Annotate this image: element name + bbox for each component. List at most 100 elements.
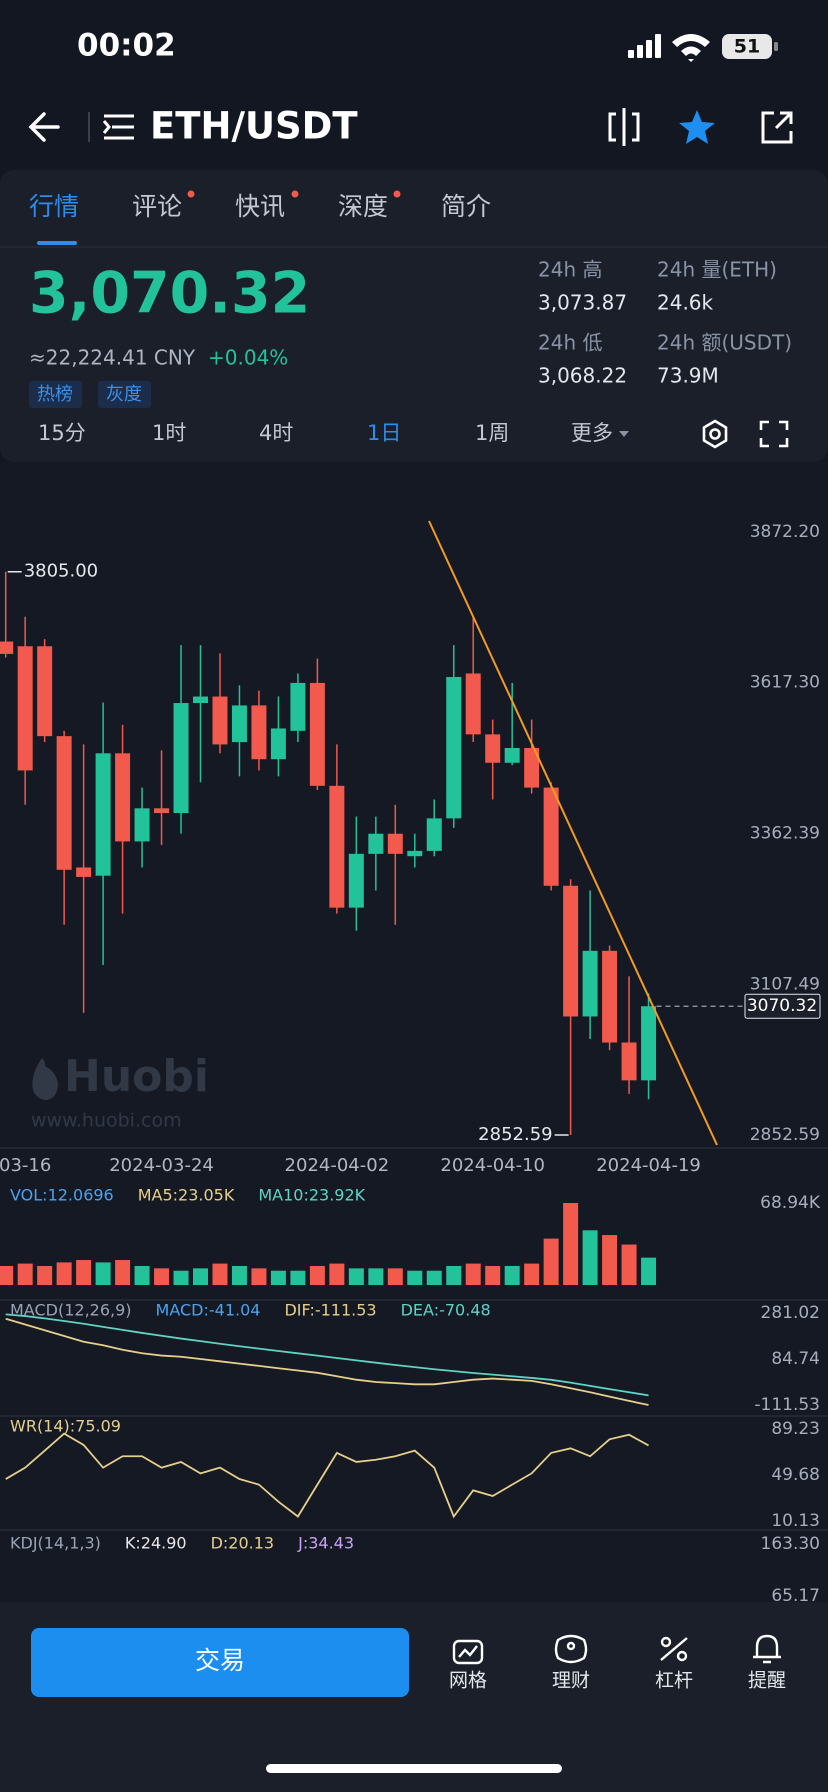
stat-value: 3,068.22 <box>538 364 627 388</box>
nav-item[interactable]: 理财 <box>552 1670 590 1692</box>
candle-body <box>56 736 72 870</box>
stat-value: 24.6k <box>657 291 714 315</box>
chart-area <box>0 462 828 1602</box>
volume-bar <box>602 1235 618 1285</box>
indicator-label: DIF:-111.53 <box>284 1301 376 1320</box>
trade-button[interactable] <box>31 1628 409 1697</box>
ticker-panel <box>0 170 828 462</box>
nav-item[interactable]: 网格 <box>449 1670 487 1692</box>
tag[interactable] <box>98 381 151 408</box>
indicator-label: DEA:-70.48 <box>401 1301 491 1320</box>
volume-bar <box>641 1257 657 1285</box>
share-button[interactable] <box>761 111 793 144</box>
nav-icons <box>452 1634 781 1665</box>
symbol: ETH/USDT <box>150 105 358 148</box>
y-tick-label: 163.30 <box>761 1534 820 1554</box>
interval-active[interactable]: 1日 <box>367 421 401 445</box>
y-tick-label: 84.74 <box>771 1349 820 1369</box>
indicator-label: MACD:-41.04 <box>156 1301 261 1320</box>
candle-body <box>641 1006 657 1081</box>
volume-bar <box>56 1262 72 1285</box>
plot-layer <box>0 571 657 1519</box>
candle-body <box>0 641 14 654</box>
x-tick-label: 03-16 <box>0 1155 51 1176</box>
tab[interactable]: 评论 <box>132 192 182 221</box>
candle-body <box>231 705 247 743</box>
volume-bar <box>76 1260 92 1285</box>
candle-body <box>621 1042 637 1081</box>
battery-tip <box>774 42 778 51</box>
badge-dot <box>187 190 195 198</box>
indicator-label: D:20.13 <box>211 1534 275 1553</box>
y-tick-label: 89.23 <box>771 1419 820 1439</box>
interval-more[interactable]: 更多 <box>571 421 613 445</box>
settings-button[interactable] <box>702 419 728 449</box>
volume-bar <box>270 1270 286 1285</box>
candle-body <box>76 867 92 877</box>
volume-bar <box>504 1265 520 1285</box>
interval[interactable]: 4时 <box>259 421 293 445</box>
volume-bar <box>193 1268 208 1285</box>
volume-bar <box>251 1268 267 1285</box>
badge-dot <box>291 190 299 198</box>
tag[interactable] <box>29 381 82 408</box>
nav-item[interactable]: 杠杆 <box>655 1670 693 1692</box>
candle-body <box>465 673 481 735</box>
compare-button[interactable] <box>608 108 640 146</box>
last-price-tag <box>744 993 821 1019</box>
candle-body <box>251 705 267 760</box>
home-indicator <box>266 1764 562 1773</box>
interval[interactable]: 15分 <box>38 421 86 445</box>
x-tick-label: 2024-04-19 <box>596 1155 701 1176</box>
tab[interactable]: 简介 <box>441 192 491 221</box>
y-tick-label: 65.17 <box>771 1586 820 1606</box>
interval[interactable]: 1时 <box>152 421 186 445</box>
tab-active[interactable]: 行情 <box>29 192 79 221</box>
min-label: 2852.59 <box>478 1124 552 1145</box>
menu-button[interactable] <box>102 114 134 140</box>
volume-bar <box>407 1270 423 1285</box>
time: 00:02 <box>77 28 176 64</box>
candle-body <box>446 677 462 819</box>
y-tick-label: 281.02 <box>761 1303 820 1323</box>
stat-label: 24h 量(ETH) <box>657 258 777 282</box>
indicator-line <box>5 1432 649 1519</box>
settings-dot <box>709 428 721 440</box>
label-layer: 3872.20 3617.30 3362.39 3107.49 2852.59 03-16… <box>0 522 821 1606</box>
volume-bar <box>387 1268 403 1285</box>
y-tick-label: 3617.30 <box>750 673 820 693</box>
indicator-label: J:34.43 <box>297 1534 354 1553</box>
back-button[interactable] <box>28 112 60 142</box>
nav-item[interactable]: 提醒 <box>748 1670 786 1692</box>
tab[interactable]: 快讯 <box>235 192 285 221</box>
change: +0.04% <box>208 346 288 370</box>
battery-icon <box>722 34 772 59</box>
candle-body <box>387 833 403 854</box>
volume-bar <box>95 1262 111 1285</box>
volume-bar <box>309 1265 325 1285</box>
volume-bar <box>212 1263 228 1285</box>
favorite-button[interactable] <box>679 110 715 144</box>
stat-value: 73.9M <box>657 364 719 388</box>
candle-body <box>426 818 442 851</box>
candle-body <box>115 753 131 842</box>
interval[interactable]: 1周 <box>475 421 509 445</box>
volume-bar <box>426 1270 442 1285</box>
volume-bar <box>524 1263 540 1285</box>
candle-body <box>543 787 559 886</box>
volume-bar <box>621 1244 637 1285</box>
fullscreen-button[interactable] <box>759 420 789 448</box>
wifi-icon <box>672 34 710 62</box>
volume-bar <box>543 1238 559 1285</box>
stat-label: 24h 低 <box>538 331 602 355</box>
volume-bar <box>563 1203 579 1285</box>
candle-body <box>270 728 286 760</box>
watermark: Huobi www.huobi.com <box>31 1051 209 1132</box>
volume-bar <box>37 1265 53 1285</box>
volume-bar <box>329 1263 345 1285</box>
candle-body <box>212 696 228 745</box>
volume-bar <box>173 1270 189 1285</box>
tab[interactable]: 深度 <box>338 192 388 221</box>
